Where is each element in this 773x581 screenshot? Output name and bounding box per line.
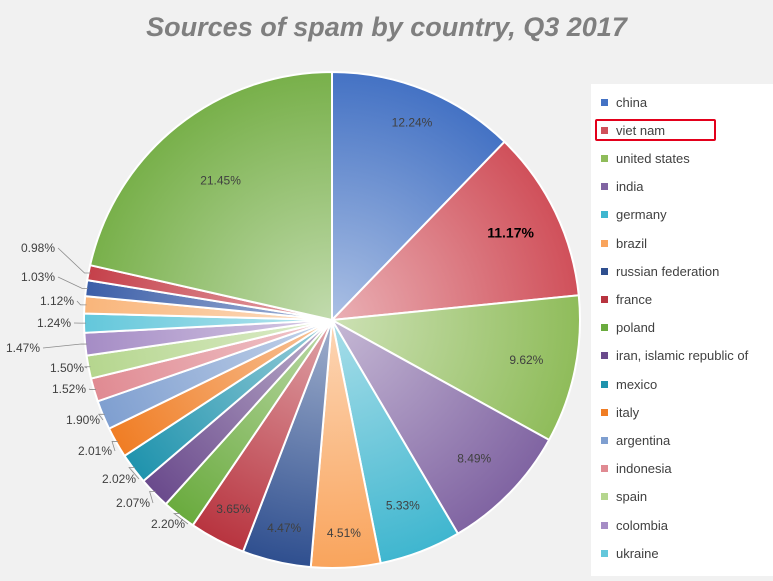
pie-value-label: 8.49% — [457, 451, 491, 465]
legend-label: italy — [616, 404, 640, 420]
pie-value-label: 2.02% — [102, 472, 136, 486]
legend-swatch — [601, 465, 608, 473]
legend-label: russian federation — [616, 263, 720, 279]
pie-value-label: 4.51% — [327, 526, 361, 540]
pie-value-label: 2.07% — [116, 496, 150, 510]
legend-swatch — [601, 295, 608, 303]
legend-item: iran, islamic republic of — [601, 346, 748, 366]
pie-value-label: 1.03% — [21, 270, 55, 284]
legend-swatch — [601, 239, 608, 247]
legend-label: iran, islamic republic of — [616, 348, 749, 364]
legend-item: united states — [601, 148, 690, 168]
legend-label: brazil — [616, 235, 648, 251]
legend-swatch — [601, 211, 608, 219]
pie-slice-india — [329, 317, 551, 536]
legend-swatch — [601, 154, 608, 162]
legend-item: germany — [601, 205, 667, 225]
pie-slice-united-states — [328, 294, 581, 442]
leader-line — [111, 441, 119, 452]
leader-line — [76, 300, 87, 306]
pie-value-label: 21.45% — [200, 173, 241, 187]
legend-item: indonesia — [601, 459, 672, 479]
legend-label: argentina — [616, 432, 671, 448]
legend-label: poland — [616, 320, 656, 336]
legend-item: china — [601, 92, 647, 112]
legend-swatch — [601, 493, 608, 501]
legend-item: mexico — [601, 374, 657, 394]
chart-title: Sources of spam by country, Q3 2017 — [146, 12, 627, 42]
legend-swatch — [601, 352, 608, 360]
legend-item: viet nam — [601, 120, 665, 140]
legend-swatch — [601, 98, 608, 106]
legend-label: china — [616, 94, 648, 110]
legend-item: ukraine — [601, 543, 659, 563]
legend-item: russian federation — [601, 261, 719, 281]
leader-line — [98, 413, 105, 421]
pie-value-label: 1.47% — [6, 341, 40, 355]
pie-value-label: 1.52% — [52, 382, 86, 396]
pie-slice-viet-nam — [329, 140, 580, 322]
legend-swatch — [601, 408, 608, 416]
pie-value-label: 12.24% — [392, 115, 433, 129]
legend-label: mexico — [616, 376, 658, 392]
pie-value-label: 4.47% — [267, 521, 301, 535]
legend-label: spain — [616, 489, 648, 505]
pie-value-label: 2.01% — [78, 444, 112, 458]
leader-line — [172, 513, 189, 525]
legend-label: indonesia — [616, 461, 672, 477]
legend-swatch — [601, 380, 608, 388]
legend-swatch — [601, 183, 608, 191]
legend-item: poland — [601, 318, 655, 338]
pie-slice-unlabeled-20 — [88, 70, 333, 322]
legend-swatch — [601, 267, 608, 275]
legend-item: spain — [601, 487, 647, 507]
leader-line — [149, 491, 156, 504]
legend-highlight-box — [595, 119, 716, 142]
legend-swatch — [601, 436, 608, 444]
legend: china viet nam united states india germany br… — [591, 84, 773, 576]
legend-label: germany — [616, 207, 667, 223]
pie-value-label: 11.17% — [487, 225, 534, 241]
legend-item: india — [601, 177, 643, 197]
pie-value-label: 1.24% — [37, 316, 71, 330]
legend-swatch — [601, 521, 608, 529]
pie-value-label: 1.90% — [66, 413, 100, 427]
legend-item: argentina — [601, 430, 670, 450]
leader-line — [57, 247, 91, 274]
legend-label: colombia — [616, 517, 669, 533]
legend-label: ukraine — [616, 545, 659, 561]
legend-swatch — [601, 324, 608, 332]
leader-line — [128, 467, 140, 480]
pie-value-label: 1.50% — [50, 361, 84, 375]
leader-line — [84, 366, 91, 369]
pie-value-label: 2.20% — [151, 517, 185, 531]
legend-label: united states — [616, 150, 690, 166]
pie-value-label: 1.12% — [40, 294, 74, 308]
legend-item: france — [601, 289, 652, 309]
legend-label: france — [616, 291, 653, 307]
legend-item: italy — [601, 402, 639, 422]
legend-swatch — [601, 126, 608, 134]
legend-item: colombia — [601, 515, 668, 535]
pie-value-label: 0.98% — [21, 241, 55, 255]
pie-value-label: 9.62% — [509, 353, 543, 367]
legend-swatch — [601, 549, 608, 557]
leader-line — [42, 343, 88, 349]
pie-value-label: 5.33% — [386, 498, 420, 512]
legend-label: viet nam — [616, 122, 666, 138]
pie-slice-china — [331, 70, 506, 323]
legend-item: brazil — [601, 233, 647, 253]
legend-label: india — [616, 179, 644, 195]
pie-value-label: 3.65% — [216, 502, 250, 516]
leader-line — [57, 276, 89, 289]
